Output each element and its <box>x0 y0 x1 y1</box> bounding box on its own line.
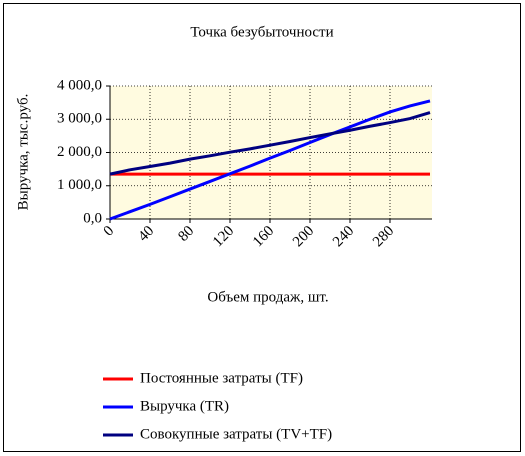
chart-title: Точка безубыточности <box>190 24 333 40</box>
y-tick-label: 1 000,0 <box>57 177 102 193</box>
legend-label: Постоянные затраты (TF) <box>140 370 303 386</box>
series-line <box>109 111 431 176</box>
legend-label: Выручка (TR) <box>140 398 229 414</box>
plot-area <box>110 86 432 219</box>
legend-label: Совокупные затраты (TV+TF) <box>140 426 332 442</box>
series-line <box>109 99 431 221</box>
y-tick-label: 2 000,0 <box>57 144 102 160</box>
chart-border <box>3 3 521 452</box>
y-tick-label: 4 000,0 <box>57 77 102 93</box>
y-axis-title: Выручка, тыс.руб. <box>15 94 31 211</box>
x-axis-title: Объем продаж, шт. <box>207 289 328 305</box>
y-tick-label: 3 000,0 <box>57 111 102 127</box>
y-tick-label: 0,0 <box>83 210 102 226</box>
